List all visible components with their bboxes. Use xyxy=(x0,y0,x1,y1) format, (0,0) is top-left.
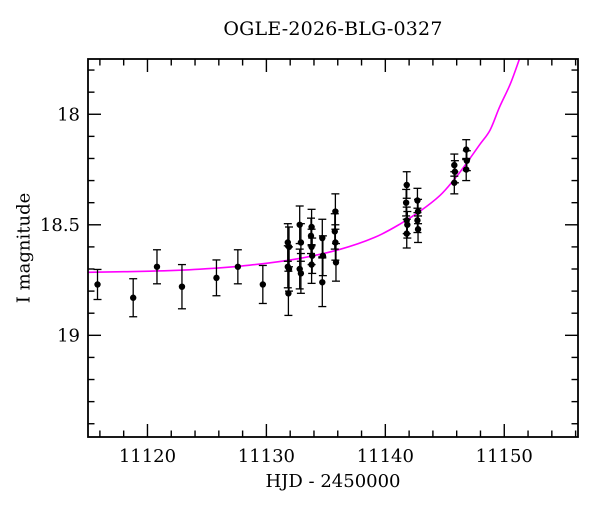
x-axis-label: HJD - 2450000 xyxy=(265,471,401,492)
data-point xyxy=(463,166,470,173)
data-point xyxy=(297,239,305,246)
data-point xyxy=(213,274,220,282)
x-tick-label: 11150 xyxy=(476,446,533,467)
data-point xyxy=(403,230,410,237)
y-tick-label: 18 xyxy=(57,104,80,125)
y-tick-label: 19 xyxy=(57,325,80,346)
data-point xyxy=(308,261,315,268)
chart-title: OGLE-2026-BLG-0327 xyxy=(223,18,443,40)
x-tick-label: 11130 xyxy=(238,446,295,467)
data-point xyxy=(451,179,458,186)
data-point xyxy=(319,279,326,286)
data-point xyxy=(403,181,410,189)
data-point xyxy=(285,290,292,297)
x-tick-label: 11140 xyxy=(357,446,414,467)
data-point xyxy=(153,263,161,270)
data-point xyxy=(234,263,242,270)
data-point xyxy=(296,221,303,228)
data-point xyxy=(297,270,305,277)
data-point xyxy=(332,259,340,266)
y-tick-label: 18.5 xyxy=(40,215,80,236)
plot-frame xyxy=(87,58,579,438)
data-point xyxy=(129,294,137,301)
x-tick-label: 11120 xyxy=(119,446,176,467)
data-point xyxy=(402,199,410,206)
data-point xyxy=(414,226,422,233)
data-point xyxy=(94,281,101,288)
data-point xyxy=(259,281,267,288)
photometry-points xyxy=(93,139,471,318)
data-point xyxy=(178,283,186,290)
